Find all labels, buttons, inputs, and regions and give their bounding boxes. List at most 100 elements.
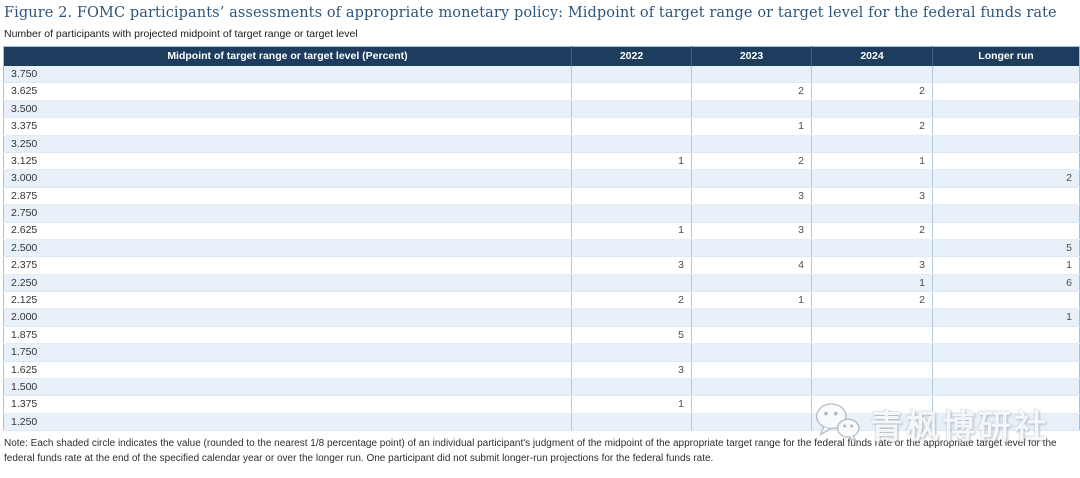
- participant-count-cell: 2: [811, 291, 933, 310]
- table-row: 2.875 3 3: [3, 187, 1080, 206]
- rate-table-body: 3.750 3.625 2 2 3.500 3.375 1 2 3.250 3.125 1 2 1 3.0…: [3, 65, 1080, 432]
- participant-count-cell: [932, 117, 1080, 136]
- rate-label-cell: 1.500: [3, 378, 572, 397]
- table-row: 2.750: [3, 204, 1080, 223]
- participant-count-cell: [811, 169, 933, 188]
- participant-count-cell: [571, 274, 692, 293]
- participant-count-cell: [932, 378, 1080, 397]
- table-row: 2.000 1: [3, 308, 1080, 327]
- participant-count-cell: [691, 361, 812, 380]
- participant-count-cell: 3: [811, 187, 933, 206]
- column-header-longer-run: Longer run: [932, 46, 1080, 66]
- participant-count-cell: [571, 378, 692, 397]
- participant-count-cell: [932, 395, 1080, 414]
- participant-count-cell: [932, 326, 1080, 345]
- participant-count-cell: [811, 135, 933, 153]
- participant-count-cell: [691, 169, 812, 188]
- figure-note: Note: Each shaded circle indicates the v…: [4, 438, 1057, 464]
- participant-count-cell: 2: [811, 222, 933, 240]
- participant-count-cell: 2: [811, 82, 933, 101]
- table-row: 2.250 1 6: [3, 274, 1080, 293]
- participant-count-cell: 1: [811, 152, 933, 171]
- participant-count-cell: [571, 204, 692, 223]
- table-row: 2.500 5: [3, 239, 1080, 258]
- rate-label-cell: 2.750: [3, 204, 572, 223]
- participant-count-cell: [571, 343, 692, 362]
- participant-count-cell: [691, 65, 812, 84]
- participant-count-cell: [571, 187, 692, 206]
- participant-count-cell: [932, 361, 1080, 380]
- participant-count-cell: 3: [691, 187, 812, 206]
- participant-count-cell: 1: [932, 256, 1080, 275]
- table-row: 1.750: [3, 343, 1080, 362]
- table-row: 3.375 1 2: [3, 117, 1080, 136]
- participant-count-cell: [811, 239, 933, 258]
- participant-count-cell: [691, 239, 812, 258]
- participant-count-cell: [691, 308, 812, 327]
- table-row: 2.375 3 4 3 1: [3, 256, 1080, 275]
- participant-count-cell: [811, 378, 933, 397]
- participant-count-cell: 5: [932, 239, 1080, 258]
- rate-label-cell: 3.000: [3, 169, 572, 188]
- participant-count-cell: [691, 326, 812, 345]
- participant-count-cell: [932, 187, 1080, 206]
- participant-count-cell: [691, 395, 812, 414]
- participant-count-cell: [932, 343, 1080, 362]
- participant-count-cell: [571, 169, 692, 188]
- participant-count-cell: [691, 135, 812, 153]
- participant-count-cell: 6: [932, 274, 1080, 293]
- participant-count-cell: 3: [811, 256, 933, 275]
- figure-title: Figure 2. FOMC participants’ assessments…: [4, 5, 1057, 21]
- participant-count-cell: 1: [691, 117, 812, 136]
- participant-count-cell: [571, 239, 692, 258]
- table-row: 2.125 2 1 2: [3, 291, 1080, 310]
- participant-count-cell: [691, 378, 812, 397]
- participant-count-cell: [571, 65, 692, 84]
- participant-count-cell: 3: [571, 361, 692, 380]
- participant-count-cell: [932, 135, 1080, 153]
- participant-count-cell: 1: [571, 395, 692, 414]
- participant-count-cell: [811, 326, 933, 345]
- rate-label-cell: 3.375: [3, 117, 572, 136]
- participant-count-cell: [811, 361, 933, 380]
- participant-count-cell: 1: [691, 291, 812, 310]
- participant-count-cell: [811, 204, 933, 223]
- participant-count-cell: [932, 65, 1080, 84]
- participant-count-cell: [932, 204, 1080, 223]
- figure-subtitle: Number of participants with projected mi…: [4, 28, 358, 40]
- participant-count-cell: 2: [691, 152, 812, 171]
- participant-count-cell: [811, 100, 933, 119]
- participant-count-cell: [932, 100, 1080, 119]
- table-row: 1.625 3: [3, 361, 1080, 380]
- participant-count-cell: 2: [932, 169, 1080, 188]
- participant-count-cell: [811, 308, 933, 327]
- participant-count-cell: [571, 82, 692, 101]
- rate-label-cell: 2.625: [3, 222, 572, 240]
- table-header: Midpoint of target range or target level…: [3, 46, 1080, 66]
- participant-count-cell: [932, 413, 1080, 432]
- figure-page: Figure 2. FOMC participants’ assessments…: [3, 5, 1080, 464]
- table-row: 3.750: [3, 65, 1080, 84]
- rate-label-cell: 1.875: [3, 326, 572, 345]
- column-header-2023: 2023: [691, 46, 812, 66]
- column-header-2022: 2022: [571, 46, 692, 66]
- participant-count-cell: [932, 291, 1080, 310]
- participant-count-cell: [571, 308, 692, 327]
- participant-count-cell: 1: [571, 152, 692, 171]
- participant-count-cell: [571, 117, 692, 136]
- rate-label-cell: 3.625: [3, 82, 572, 101]
- rate-label-cell: 2.250: [3, 274, 572, 293]
- participant-count-cell: [571, 413, 692, 432]
- participant-count-cell: [811, 413, 933, 432]
- participant-count-cell: [691, 274, 812, 293]
- rate-label-cell: 3.500: [3, 100, 572, 119]
- rate-label-cell: 3.250: [3, 135, 572, 153]
- rate-label-cell: 1.750: [3, 343, 572, 362]
- rate-label-cell: 2.875: [3, 187, 572, 206]
- participant-count-cell: 1: [932, 308, 1080, 327]
- rate-label-cell: 1.250: [3, 413, 572, 432]
- participant-count-cell: 4: [691, 256, 812, 275]
- participant-count-cell: 2: [811, 117, 933, 136]
- participant-count-cell: 2: [691, 82, 812, 101]
- participant-count-cell: [932, 222, 1080, 240]
